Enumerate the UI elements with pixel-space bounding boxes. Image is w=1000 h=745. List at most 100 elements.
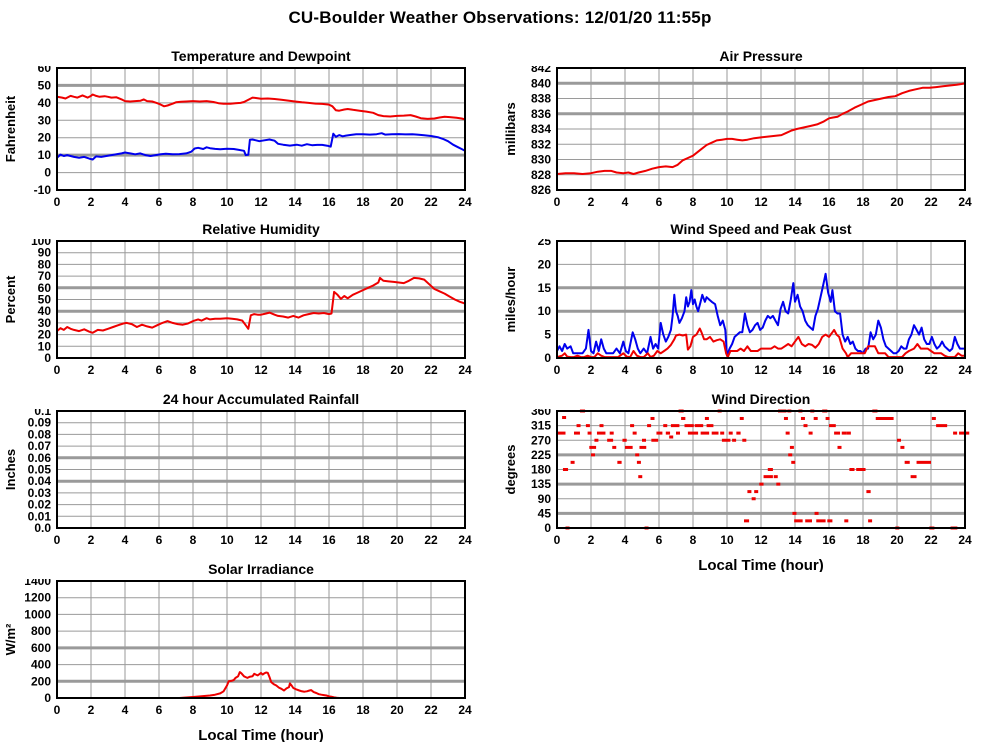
svg-text:30: 30 xyxy=(38,316,52,330)
svg-text:14: 14 xyxy=(788,533,802,547)
svg-text:8: 8 xyxy=(690,195,697,209)
svg-text:18: 18 xyxy=(856,363,870,377)
svg-text:22: 22 xyxy=(424,533,438,547)
svg-text:270: 270 xyxy=(531,433,551,447)
svg-text:22: 22 xyxy=(424,363,438,377)
svg-text:16: 16 xyxy=(322,533,336,547)
svg-text:180: 180 xyxy=(531,463,551,477)
svg-text:Fahrenheit: Fahrenheit xyxy=(3,95,18,162)
svg-text:828: 828 xyxy=(531,168,551,182)
svg-text:10: 10 xyxy=(220,363,234,377)
svg-text:20: 20 xyxy=(390,533,404,547)
svg-text:360: 360 xyxy=(531,409,551,418)
svg-text:830: 830 xyxy=(531,153,551,167)
svg-text:20: 20 xyxy=(890,363,904,377)
svg-text:834: 834 xyxy=(531,122,551,136)
axis-labels: 0 2 4 6 8 10 12 14 16 18 20 22 240102030405060708090… xyxy=(3,239,472,377)
svg-text:18: 18 xyxy=(356,195,370,209)
svg-text:12: 12 xyxy=(254,533,268,547)
svg-text:10: 10 xyxy=(38,339,52,353)
svg-text:400: 400 xyxy=(31,658,51,672)
chart-solar-irradiance: Solar Irradiance 0 2 4 6 8 10 12 14 16 18 20 22 24 0 2… xyxy=(0,559,480,742)
svg-text:25: 25 xyxy=(538,239,552,248)
svg-text:24: 24 xyxy=(958,195,972,209)
svg-text:22: 22 xyxy=(424,195,438,209)
svg-text:0: 0 xyxy=(54,533,61,547)
svg-text:Percent: Percent xyxy=(3,275,18,323)
svg-text:0.05: 0.05 xyxy=(28,463,52,477)
chart-wind-direction: Wind Direction 0 2 4 6 8 10 12 14 16 18 20 22 24 0 45 9… xyxy=(500,389,980,572)
wind-speed-gust-plot: 0 2 4 6 8 10 12 14 16 18 20 22 240510152025miles/hou… xyxy=(503,239,972,377)
svg-text:W/m²: W/m² xyxy=(3,623,18,655)
svg-text:0: 0 xyxy=(54,195,61,209)
svg-text:12: 12 xyxy=(254,703,268,717)
svg-text:842: 842 xyxy=(531,66,551,75)
axis-labels: 0 2 4 6 8 10 12 14 16 18 20 22 240510152025miles/hou… xyxy=(503,239,972,377)
svg-text:6: 6 xyxy=(156,363,163,377)
svg-text:14: 14 xyxy=(288,703,302,717)
chart-title: 24 hour Accumulated Rainfall xyxy=(162,391,360,407)
humidity-line xyxy=(56,276,466,334)
chart-title: Relative Humidity xyxy=(202,221,320,237)
svg-text:15: 15 xyxy=(538,281,552,295)
svg-text:100: 100 xyxy=(31,239,51,248)
svg-text:200: 200 xyxy=(31,674,51,688)
svg-text:2: 2 xyxy=(588,195,595,209)
svg-text:6: 6 xyxy=(156,195,163,209)
chart-wind-speed-gust: Wind Speed and Peak Gust 0 2 4 6 8 10 12 14 16 18… xyxy=(500,219,980,380)
svg-text:45: 45 xyxy=(538,506,552,520)
svg-text:18: 18 xyxy=(356,703,370,717)
svg-text:0: 0 xyxy=(44,351,51,365)
svg-text:4: 4 xyxy=(122,195,129,209)
svg-text:0.08: 0.08 xyxy=(28,427,52,441)
svg-text:20: 20 xyxy=(390,703,404,717)
axis-labels: 0 2 4 6 8 10 12 14 16 18 20 22 240.00.010.020.030.04… xyxy=(3,409,472,547)
svg-text:20: 20 xyxy=(390,363,404,377)
svg-text:0.1: 0.1 xyxy=(34,409,51,418)
svg-text:20: 20 xyxy=(890,195,904,209)
page-title: CU-Boulder Weather Observations: 12/01/2… xyxy=(288,8,712,27)
svg-text:Local Time (hour): Local Time (hour) xyxy=(698,557,824,572)
svg-text:22: 22 xyxy=(424,703,438,717)
svg-text:10: 10 xyxy=(720,533,734,547)
svg-text:90: 90 xyxy=(538,492,552,506)
relative-humidity-plot: 0 2 4 6 8 10 12 14 16 18 20 22 240102030405060708090… xyxy=(3,239,472,377)
chart-temperature-dewpoint: Temperature and Dewpoint 0 2 4 6 8 10 12 14 16 18… xyxy=(0,46,480,212)
svg-text:12: 12 xyxy=(754,195,768,209)
svg-text:8: 8 xyxy=(190,533,197,547)
svg-text:8: 8 xyxy=(690,533,697,547)
svg-text:6: 6 xyxy=(656,363,663,377)
svg-text:600: 600 xyxy=(31,641,51,655)
svg-text:14: 14 xyxy=(788,363,802,377)
svg-text:8: 8 xyxy=(190,363,197,377)
svg-text:0: 0 xyxy=(44,166,51,180)
svg-text:24: 24 xyxy=(458,703,472,717)
svg-text:24: 24 xyxy=(458,195,472,209)
svg-text:0: 0 xyxy=(544,521,551,535)
svg-text:6: 6 xyxy=(156,533,163,547)
air-pressure-plot: 0 2 4 6 8 10 12 14 16 18 20 22 248268288308328348368… xyxy=(503,66,972,209)
svg-text:832: 832 xyxy=(531,137,551,151)
svg-text:24: 24 xyxy=(458,363,472,377)
svg-text:10: 10 xyxy=(538,304,552,318)
svg-text:840: 840 xyxy=(531,76,551,90)
wind-direction-plot: 0 2 4 6 8 10 12 14 16 18 20 22 240459013518022527031… xyxy=(503,409,972,572)
svg-text:0: 0 xyxy=(554,195,561,209)
rainfall-plot: 0 2 4 6 8 10 12 14 16 18 20 22 240.00.010.020.030.04… xyxy=(3,409,472,547)
svg-text:16: 16 xyxy=(322,703,336,717)
svg-text:1400: 1400 xyxy=(24,579,51,588)
svg-text:14: 14 xyxy=(788,195,802,209)
svg-text:8: 8 xyxy=(190,703,197,717)
svg-text:10: 10 xyxy=(220,195,234,209)
svg-text:826: 826 xyxy=(531,183,551,197)
svg-text:135: 135 xyxy=(531,477,551,491)
svg-text:6: 6 xyxy=(656,533,663,547)
axis-labels: 0 2 4 6 8 10 12 14 16 18 20 22 248268288308328348368… xyxy=(503,66,972,209)
chart-title: Wind Speed and Peak Gust xyxy=(670,221,852,237)
svg-text:40: 40 xyxy=(38,96,52,110)
svg-text:0.0: 0.0 xyxy=(34,521,51,535)
svg-text:0: 0 xyxy=(554,533,561,547)
chart-air-pressure: Air Pressure 0 2 4 6 8 10 12 14 16 18 20 22 24 826 828… xyxy=(500,46,980,212)
svg-text:16: 16 xyxy=(822,363,836,377)
svg-text:50: 50 xyxy=(38,293,52,307)
